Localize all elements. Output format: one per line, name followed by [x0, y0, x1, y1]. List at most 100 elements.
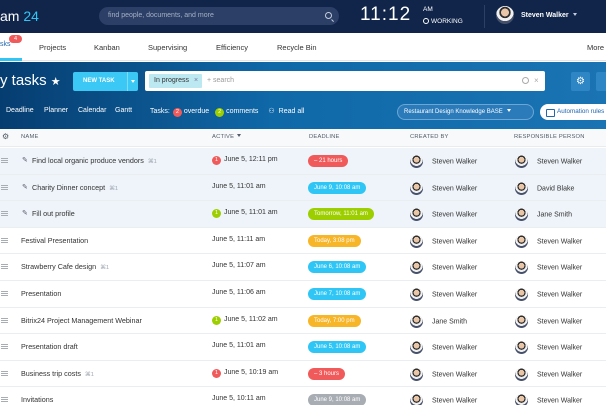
- clock-time[interactable]: 11:12: [360, 4, 412, 25]
- responsible-person[interactable]: Steven Walker: [515, 394, 582, 405]
- nav-item-more[interactable]: More: [587, 43, 605, 52]
- task-name[interactable]: Invitations: [21, 395, 53, 404]
- table-row[interactable]: Business trip costs ⌘1 1 June 5, 10:19 am – …: [0, 360, 606, 388]
- row-menu-icon[interactable]: [1, 290, 8, 296]
- created-by[interactable]: Steven Walker: [410, 394, 477, 405]
- created-by[interactable]: Steven Walker: [410, 261, 477, 275]
- pin-icon[interactable]: ✎: [22, 210, 28, 218]
- view-planner[interactable]: Planner: [44, 107, 69, 114]
- star-icon[interactable]: ★: [50, 76, 61, 88]
- nav-item-projects[interactable]: Projects: [39, 43, 67, 52]
- responsible-person[interactable]: Steven Walker: [515, 261, 582, 275]
- created-by[interactable]: Steven Walker: [410, 234, 477, 248]
- column-name[interactable]: NAME: [21, 134, 39, 140]
- column-active[interactable]: ACTIVE: [212, 134, 242, 140]
- created-by[interactable]: Jane Smith: [410, 314, 467, 328]
- created-by[interactable]: Steven Walker: [410, 367, 477, 381]
- overdue-filter[interactable]: overdue: [183, 108, 210, 115]
- task-name[interactable]: Find local organic produce vendors ⌘1: [32, 156, 157, 165]
- table-row[interactable]: ✎ Find local organic produce vendors ⌘1 1 Ju…: [0, 148, 606, 175]
- task-name[interactable]: Presentation draft: [21, 342, 78, 351]
- user-avatar[interactable]: [496, 6, 514, 24]
- pin-icon[interactable]: ✎: [22, 183, 28, 191]
- nav-item-efficiency[interactable]: Efficiency: [216, 43, 248, 52]
- created-by[interactable]: Steven Walker: [410, 181, 477, 195]
- knowledge-base-button[interactable]: Restaurant Design Knowledge BASE: [397, 104, 534, 120]
- responsible-person[interactable]: Steven Walker: [515, 367, 582, 381]
- work-status[interactable]: WORKING: [423, 18, 463, 25]
- new-task-button[interactable]: NEW TASK: [73, 72, 138, 91]
- view-calendar[interactable]: Calendar: [78, 107, 107, 114]
- deadline-badge[interactable]: Today, 3:08 pm: [308, 234, 361, 247]
- comments-filter[interactable]: comments: [226, 108, 259, 115]
- nav-item-supervising[interactable]: Supervising: [148, 43, 188, 52]
- task-name[interactable]: Charity Dinner concept ⌘1: [32, 183, 118, 192]
- task-name[interactable]: Fill out profile: [32, 209, 75, 218]
- row-menu-icon[interactable]: [1, 370, 8, 376]
- row-menu-icon[interactable]: [1, 158, 8, 163]
- table-row[interactable]: Bitrix24 Project Management Webinar 1 June…: [0, 307, 606, 335]
- nav-item-tasks[interactable]: sks: [0, 41, 11, 48]
- deadline-badge[interactable]: Tomorrow, 11:01 am: [308, 208, 374, 221]
- table-row[interactable]: ✎ Charity Dinner concept ⌘1 June 5, 11:01 a…: [0, 174, 606, 202]
- filter-chip[interactable]: In progress ×: [149, 74, 203, 88]
- table-row[interactable]: ✎ Fill out profile 1 June 5, 11:01 am Tomorr…: [0, 201, 606, 228]
- gear-icon[interactable]: ⚙: [2, 132, 10, 141]
- row-menu-icon[interactable]: [1, 317, 8, 323]
- search-icon[interactable]: [325, 12, 332, 19]
- deadline-badge[interactable]: June 6, 10:08 am: [308, 261, 367, 274]
- chevron-down-icon[interactable]: [127, 72, 138, 91]
- created-by[interactable]: Steven Walker: [410, 208, 477, 222]
- close-icon[interactable]: ×: [193, 77, 199, 84]
- table-row[interactable]: Invitations June 5, 10:11 am June 9, 10:08…: [0, 387, 606, 405]
- brand-logo[interactable]: am 24: [0, 8, 39, 24]
- view-gantt[interactable]: Gantt: [115, 107, 133, 114]
- column-responsible[interactable]: RESPONSIBLE PERSON: [514, 134, 585, 140]
- responsible-person[interactable]: Steven Walker: [515, 287, 582, 301]
- deadline-badge[interactable]: Today, 7:00 pm: [308, 314, 361, 327]
- row-menu-icon[interactable]: [1, 397, 8, 403]
- responsible-person[interactable]: Jane Smith: [515, 208, 572, 222]
- task-name[interactable]: Presentation: [21, 289, 61, 298]
- row-menu-icon[interactable]: [1, 184, 8, 190]
- responsible-person[interactable]: David Blake: [515, 181, 574, 195]
- gear-icon[interactable]: ⚙: [571, 72, 590, 91]
- created-by[interactable]: Steven Walker: [410, 287, 477, 301]
- task-name[interactable]: Festival Presentation: [21, 236, 88, 245]
- task-name[interactable]: Business trip costs ⌘1: [21, 369, 94, 378]
- nav-item-recycle-bin[interactable]: Recycle Bin: [277, 43, 317, 52]
- responsible-person[interactable]: Steven Walker: [515, 155, 582, 168]
- table-row[interactable]: Presentation draft June 5, 11:01 am June 5…: [0, 334, 606, 361]
- responsible-person[interactable]: Steven Walker: [515, 314, 582, 328]
- view-deadline[interactable]: Deadline: [6, 107, 34, 114]
- table-row[interactable]: Strawberry Cafe design ⌘1 June 5, 11:07 am…: [0, 254, 606, 281]
- task-name[interactable]: Strawberry Cafe design ⌘1: [21, 262, 109, 271]
- created-by[interactable]: Steven Walker: [410, 341, 477, 355]
- deadline-badge[interactable]: – 21 hours: [308, 155, 349, 167]
- row-menu-icon[interactable]: [1, 211, 8, 217]
- column-deadline[interactable]: DEADLINE: [309, 134, 340, 140]
- responsible-person[interactable]: Steven Walker: [515, 341, 582, 355]
- row-menu-icon[interactable]: [1, 344, 8, 350]
- row-menu-icon[interactable]: [1, 264, 8, 270]
- pin-icon[interactable]: ✎: [22, 157, 28, 164]
- nav-item-kanban[interactable]: Kanban: [94, 43, 120, 52]
- deadline-badge[interactable]: – 3 hours: [308, 367, 346, 380]
- table-row[interactable]: Festival Presentation June 5, 11:11 am Tod…: [0, 227, 606, 255]
- user-menu[interactable]: Steven Walker: [521, 12, 577, 19]
- deadline-badge[interactable]: June 7, 10:08 am: [308, 287, 367, 300]
- deadline-badge[interactable]: June 5, 10:08 am: [308, 341, 367, 354]
- responsible-person[interactable]: Steven Walker: [515, 234, 582, 248]
- search-icon[interactable]: [522, 77, 529, 84]
- global-search-input[interactable]: find people, documents, and more: [99, 7, 339, 25]
- column-created-by[interactable]: CREATED BY: [410, 134, 449, 140]
- more-actions-button[interactable]: [596, 72, 606, 91]
- read-all-link[interactable]: Read all: [278, 108, 305, 115]
- deadline-badge[interactable]: June 9, 10:08 am: [308, 181, 367, 194]
- filter-search-field[interactable]: In progress × + search ×: [145, 71, 545, 91]
- task-name[interactable]: Bitrix24 Project Management Webinar: [21, 316, 142, 325]
- automation-rules-button[interactable]: Automation rules: [540, 104, 606, 120]
- deadline-badge[interactable]: June 9, 10:08 am: [308, 394, 367, 405]
- row-menu-icon[interactable]: [1, 237, 8, 243]
- created-by[interactable]: Steven Walker: [410, 155, 477, 168]
